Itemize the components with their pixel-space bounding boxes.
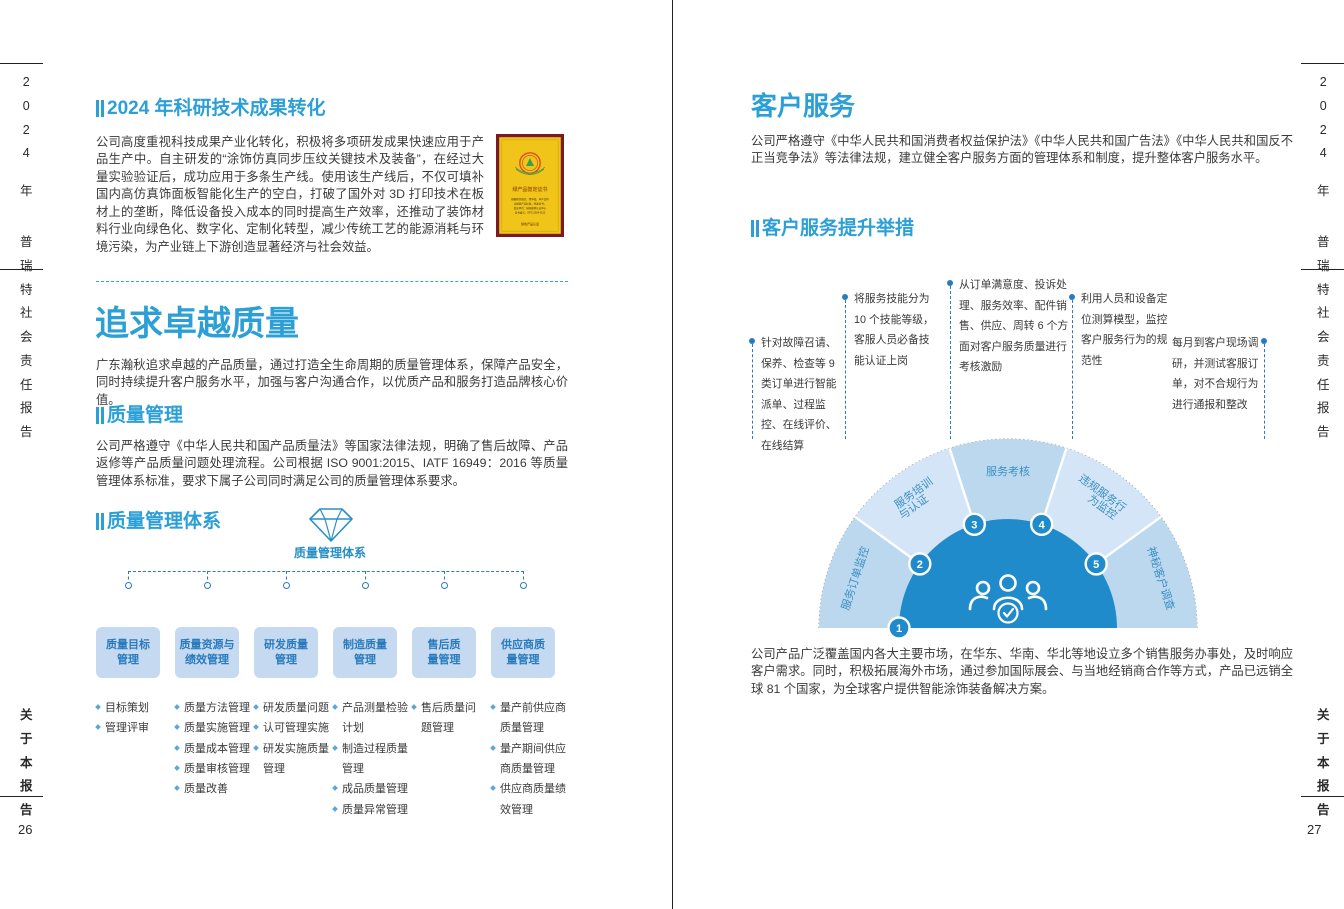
svg-text:发证单位：绿色建材认证中心: 发证单位：绿色建材认证中心	[514, 206, 547, 210]
svg-text:服务考核: 服务考核	[986, 464, 1030, 478]
svg-text:2: 2	[917, 559, 923, 571]
svg-text:5: 5	[1093, 559, 1099, 571]
svg-text:3: 3	[971, 519, 977, 531]
svg-text:4: 4	[1039, 519, 1046, 531]
svg-text:1: 1	[896, 623, 902, 635]
svg-text:证书编号：GPC-2024-0113: 证书编号：GPC-2024-0113	[515, 211, 546, 215]
svg-text:根据相关规定，经审核，本产品符: 根据相关规定，经审核，本产品符	[511, 197, 549, 201]
svg-text:绿产品智定证书: 绿产品智定证书	[512, 186, 547, 193]
svg-text:绿色产品认证: 绿色产品认证	[521, 221, 539, 226]
svg-text:合绿色产品标准，特此证书。: 合绿色产品标准，特此证书。	[514, 202, 547, 206]
